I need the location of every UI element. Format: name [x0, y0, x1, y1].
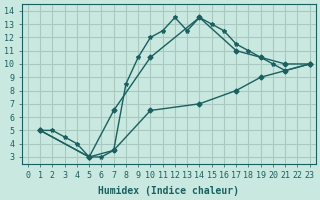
- X-axis label: Humidex (Indice chaleur): Humidex (Indice chaleur): [98, 186, 239, 196]
